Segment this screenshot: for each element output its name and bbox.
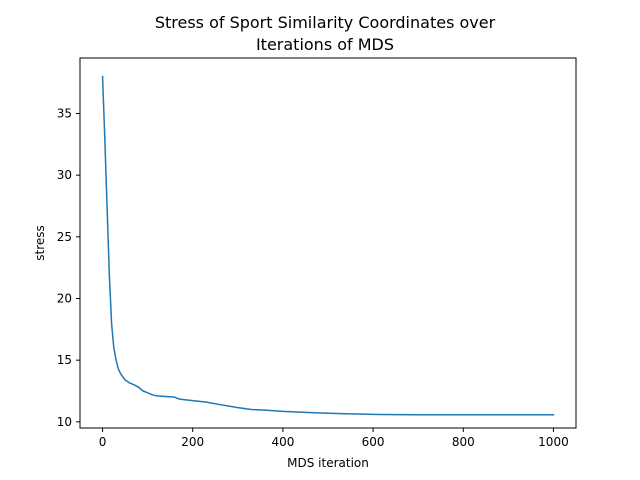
x-axis-label: MDS iteration: [287, 456, 369, 470]
y-axis-label: stress: [33, 225, 47, 261]
x-tick-label: 400: [271, 435, 294, 449]
x-tick-label: 600: [362, 435, 385, 449]
x-tick-label: 200: [181, 435, 204, 449]
x-axis-ticks: 0 200 400 600 800 1000: [99, 428, 569, 449]
x-tick-label: 800: [452, 435, 475, 449]
x-tick-label: 1000: [538, 435, 569, 449]
y-tick-label: 15: [57, 353, 72, 367]
x-tick-label: 0: [99, 435, 107, 449]
plot-frame: [79, 57, 577, 429]
chart-title-line-2: Iterations of MDS: [256, 35, 394, 54]
y-tick-label: 35: [57, 107, 72, 121]
y-tick-label: 20: [57, 292, 72, 306]
y-tick-label: 30: [57, 168, 72, 182]
y-tick-label: 25: [57, 230, 72, 244]
chart-title-line-1: Stress of Sport Similarity Coordinates o…: [155, 13, 496, 32]
plot-area: [80, 58, 576, 428]
y-tick-label: 10: [57, 415, 72, 429]
y-axis-ticks: 10 15 20 25 30 35: [57, 107, 80, 429]
stress-series-line: [101, 75, 555, 416]
